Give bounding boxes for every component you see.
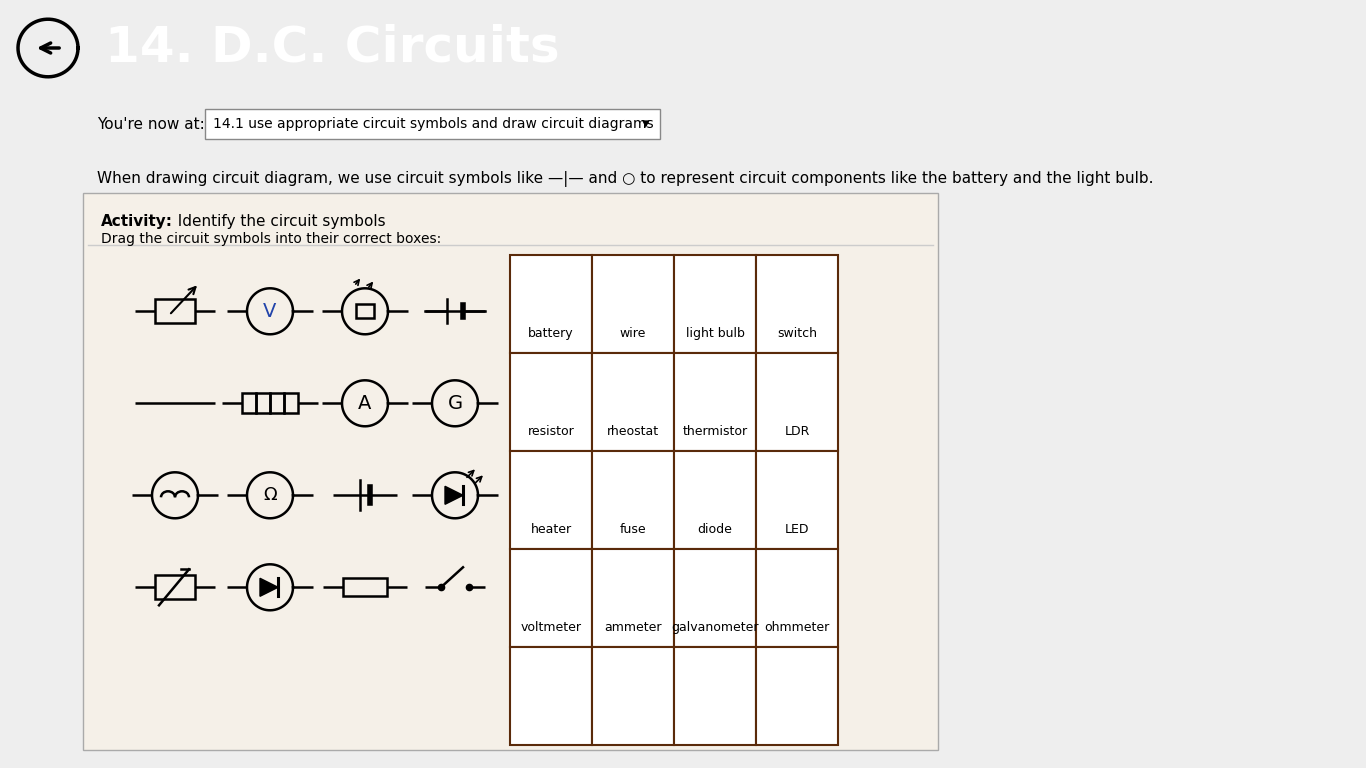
Text: fuse: fuse <box>620 523 646 536</box>
Bar <box>255 393 270 413</box>
Bar <box>673 452 755 549</box>
Text: wire: wire <box>620 327 646 340</box>
Bar <box>673 353 755 452</box>
Bar <box>205 109 660 139</box>
Bar <box>83 194 938 750</box>
Text: heater: heater <box>530 523 571 536</box>
Bar <box>755 353 837 452</box>
Bar <box>755 452 837 549</box>
Text: 14.1 use appropriate circuit symbols and draw circuit diagrams: 14.1 use appropriate circuit symbols and… <box>213 118 653 131</box>
Bar <box>510 549 591 647</box>
Bar <box>591 452 673 549</box>
Bar <box>510 452 591 549</box>
Text: You're now at:: You're now at: <box>97 117 205 131</box>
Text: LDR: LDR <box>784 425 810 439</box>
Bar <box>755 647 837 745</box>
Text: ▾: ▾ <box>642 117 650 131</box>
Bar <box>591 255 673 353</box>
Text: voltmeter: voltmeter <box>520 621 582 634</box>
Text: 14. D.C. Circuits: 14. D.C. Circuits <box>105 24 560 72</box>
Bar <box>755 549 837 647</box>
Text: A: A <box>358 394 372 412</box>
Text: light bulb: light bulb <box>686 327 744 340</box>
Bar <box>343 578 387 596</box>
Text: ohmmeter: ohmmeter <box>765 621 829 634</box>
Polygon shape <box>445 486 463 505</box>
Text: switch: switch <box>777 327 817 340</box>
Bar <box>154 575 195 599</box>
Bar <box>673 647 755 745</box>
Text: Drag the circuit symbols into their correct boxes:: Drag the circuit symbols into their corr… <box>101 232 441 247</box>
Text: thermistor: thermistor <box>683 425 747 439</box>
Bar <box>673 255 755 353</box>
Text: Activity:: Activity: <box>101 214 173 229</box>
Bar <box>591 647 673 745</box>
Bar <box>673 549 755 647</box>
Text: galvanometer: galvanometer <box>671 621 758 634</box>
Text: resistor: resistor <box>527 425 574 439</box>
Polygon shape <box>260 578 279 596</box>
Text: G: G <box>448 394 463 412</box>
Bar <box>242 393 255 413</box>
Bar <box>510 647 591 745</box>
Bar <box>591 549 673 647</box>
Text: diode: diode <box>698 523 732 536</box>
Text: battery: battery <box>529 327 574 340</box>
Bar <box>510 255 591 353</box>
Bar <box>284 393 298 413</box>
Text: Ω: Ω <box>264 486 277 505</box>
Text: LED: LED <box>784 523 809 536</box>
Text: rheostat: rheostat <box>607 425 658 439</box>
Bar <box>270 393 284 413</box>
Text: When drawing circuit diagram, we use circuit symbols like —|— and ○ to represent: When drawing circuit diagram, we use cir… <box>97 171 1153 187</box>
Bar <box>510 353 591 452</box>
Bar <box>755 255 837 353</box>
Text: Identify the circuit symbols: Identify the circuit symbols <box>168 214 385 229</box>
Text: ammeter: ammeter <box>604 621 661 634</box>
Bar <box>154 300 195 323</box>
Bar <box>357 304 374 318</box>
Bar <box>591 353 673 452</box>
Text: V: V <box>264 302 277 321</box>
